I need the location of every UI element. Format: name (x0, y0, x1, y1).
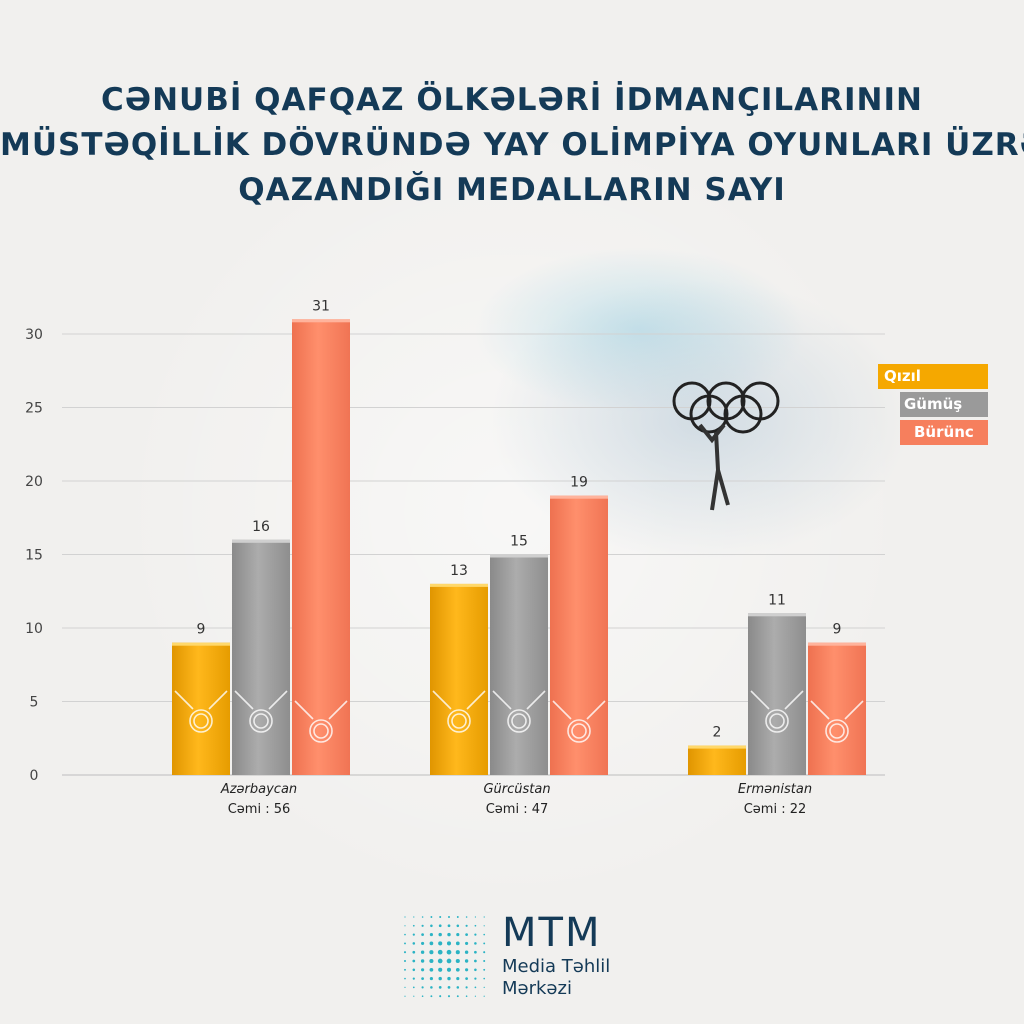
bar-bronze (550, 495, 608, 775)
y-tick-label: 30 (25, 327, 43, 343)
y-axis: 0 5 10 15 20 25 30 (25, 327, 43, 784)
y-tick-label: 0 (30, 768, 39, 784)
medal-icon (750, 690, 804, 733)
category-label: Azərbaycan (220, 782, 297, 797)
bar-top-highlight (808, 642, 866, 646)
data-label: 16 (252, 519, 270, 535)
category-total: Cəmi : 56 (228, 802, 291, 817)
bar-gold (430, 583, 488, 775)
bar-top-highlight (490, 554, 548, 558)
y-tick-label: 25 (25, 401, 43, 417)
bar-top-highlight (688, 745, 746, 749)
title-line-2: MÜSTƏQİLLİK DÖVRÜNDƏ YAY OLİMPİYA OYUNLA… (0, 127, 1024, 163)
legend: Qızıl Gümüş Bürünc (878, 364, 988, 448)
bar-silver (490, 554, 548, 775)
y-tick-label: 10 (25, 621, 43, 637)
legend-bronze: Bürünc (900, 420, 988, 445)
legend-silver: Gümüş (900, 392, 988, 417)
medal-icon (492, 690, 546, 733)
logo-mark-icon (403, 915, 486, 998)
medal-icon (294, 700, 348, 743)
bar-gold (688, 745, 746, 775)
bar-silver (232, 539, 290, 775)
medal-icon (174, 690, 228, 733)
mtm-logo: MTM Media Təhlil Mərkəzi (400, 910, 640, 1002)
data-label: 31 (312, 298, 330, 314)
y-tick-label: 15 (25, 548, 43, 564)
bar-top-highlight (430, 583, 488, 587)
bar-gold (172, 642, 230, 775)
bar-bronze (292, 319, 350, 775)
bars (172, 319, 866, 775)
data-label: 9 (197, 622, 206, 638)
data-labels: 9 16 31 13 15 19 2 11 9 (197, 298, 842, 740)
category-total: Cəmi : 47 (486, 802, 549, 817)
medal-icon (432, 690, 486, 733)
bar-top-highlight (292, 319, 350, 323)
data-label: 11 (768, 592, 786, 608)
olympic-figure-icon (672, 381, 780, 511)
category-label: Gürcüstan (483, 782, 550, 797)
logo-abbr: MTM (502, 910, 602, 956)
chart-title: CƏNUBİ QAFQAZ ÖLKƏLƏRİ İDMANÇILARININ MÜ… (0, 78, 1024, 213)
bar-top-highlight (748, 613, 806, 617)
bar-silver (748, 613, 806, 775)
category-label: Ermənistan (738, 782, 812, 797)
data-label: 15 (510, 534, 528, 550)
logo-line-2: Mərkəzi (502, 978, 572, 999)
data-label: 9 (833, 622, 842, 638)
y-tick-label: 20 (25, 474, 43, 490)
medal-icon (810, 700, 864, 743)
data-label: 13 (450, 563, 468, 579)
data-label: 19 (570, 475, 588, 491)
bar-top-highlight (172, 642, 230, 646)
medal-icon (552, 700, 606, 743)
title-line-1: CƏNUBİ QAFQAZ ÖLKƏLƏRİ İDMANÇILARININ (101, 82, 923, 118)
bar-top-highlight (232, 539, 290, 543)
category-total: Cəmi : 22 (744, 802, 807, 817)
legend-gold: Qızıl (878, 364, 988, 389)
medal-icon (234, 690, 288, 733)
category-labels: Azərbaycan Cəmi : 56 Gürcüstan Cəmi : 47 Erm… (220, 782, 812, 817)
bar-bronze (808, 642, 866, 775)
y-tick-label: 5 (30, 695, 39, 711)
logo-line-1: Media Təhlil (502, 956, 611, 977)
bar-top-highlight (550, 495, 608, 499)
title-line-3: QAZANDIĞI MEDALLARIN SAYI (238, 172, 786, 208)
data-label: 2 (713, 725, 722, 741)
